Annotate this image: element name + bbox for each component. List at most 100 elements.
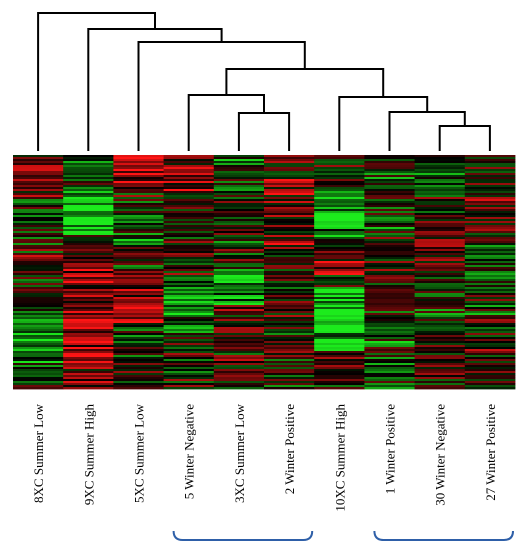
heatmap-cell (414, 195, 466, 198)
heatmap-cell (213, 277, 265, 280)
heatmap-cell (13, 271, 64, 274)
heatmap-cell (464, 361, 516, 364)
heatmap-cell (264, 247, 315, 250)
heatmap-cell (113, 349, 164, 352)
heatmap-cell (414, 311, 466, 314)
heatmap-cell (414, 155, 466, 158)
heatmap-cell (414, 191, 466, 194)
heatmap-cell (364, 315, 415, 318)
heatmap-cell (464, 219, 516, 222)
heatmap-cell (264, 175, 315, 178)
heatmap-cell (213, 217, 265, 220)
heatmap-cell (13, 279, 64, 282)
heatmap-cell (264, 169, 315, 172)
heatmap-cell (63, 379, 114, 382)
heatmap-cell (163, 325, 215, 328)
heatmap-cell (163, 249, 215, 252)
heatmap-cell (264, 273, 315, 276)
heatmap-cell (464, 203, 516, 206)
heatmap-cell (314, 241, 365, 244)
heatmap-cell (414, 205, 466, 208)
heatmap-cell (13, 253, 64, 256)
heatmap-cell (264, 363, 315, 366)
heatmap-cell (113, 273, 164, 276)
heatmap-cell (464, 321, 516, 324)
heatmap-cell (314, 227, 365, 230)
heatmap-cell (364, 293, 415, 296)
heatmap (13, 155, 516, 390)
heatmap-cell (13, 305, 64, 308)
heatmap-cell (264, 341, 315, 344)
heatmap-cell (213, 245, 265, 248)
heatmap-cell (264, 373, 315, 376)
heatmap-cell (414, 177, 466, 180)
heatmap-cell (13, 329, 64, 332)
heatmap-cell (163, 309, 215, 312)
heatmap-cell (63, 259, 114, 262)
heatmap-cell (163, 307, 215, 310)
heatmap-cell (364, 343, 415, 346)
heatmap-cell (314, 383, 365, 386)
heatmap-cell (314, 243, 365, 246)
heatmap-cell (213, 221, 265, 224)
heatmap-cell (163, 261, 215, 264)
heatmap-cell (63, 273, 114, 276)
heatmap-cell (464, 157, 516, 160)
heatmap-cell (314, 199, 365, 202)
heatmap-cell (13, 299, 64, 302)
heatmap-cell (113, 335, 164, 338)
heatmap-cell (364, 247, 415, 250)
heatmap-cell (63, 165, 114, 168)
heatmap-cell (213, 311, 265, 314)
heatmap-cell (113, 221, 164, 224)
heatmap-cell (364, 367, 415, 370)
heatmap-cell (63, 163, 114, 166)
heatmap-cell (213, 367, 265, 370)
heatmap-cell (63, 253, 114, 256)
heatmap-cell (464, 253, 516, 256)
heatmap-cell (314, 219, 365, 222)
heatmap-cell (63, 269, 114, 272)
heatmap-cell (113, 385, 164, 388)
heatmap-cell (264, 261, 315, 264)
heatmap-cell (464, 337, 516, 340)
heatmap-cell (113, 363, 164, 366)
heatmap-cell (63, 291, 114, 294)
heatmap-cell (13, 347, 64, 350)
heatmap-cell (213, 281, 265, 284)
heatmap-cell (163, 383, 215, 386)
heatmap-cell (464, 177, 516, 180)
heatmap-cell (13, 241, 64, 244)
heatmap-cell (63, 239, 114, 242)
heatmap-cell (63, 307, 114, 310)
dendrogram-branch (137, 41, 306, 151)
heatmap-cell (163, 287, 215, 290)
heatmap-cell (63, 381, 114, 384)
heatmap-cell (213, 361, 265, 364)
heatmap-cell (364, 171, 415, 174)
heatmap-cell (13, 367, 64, 370)
heatmap-cell (13, 215, 64, 218)
heatmap-cell (13, 205, 64, 208)
heatmap-cell (464, 169, 516, 172)
heatmap-cell (264, 221, 315, 224)
heatmap-cell (414, 247, 466, 250)
heatmap-cell (13, 357, 64, 360)
heatmap-cell (113, 193, 164, 196)
heatmap-cell (364, 279, 415, 282)
heatmap-cell (13, 201, 64, 204)
heatmap-cell (314, 349, 365, 352)
heatmap-cell (464, 249, 516, 252)
heatmap-cell (13, 291, 64, 294)
heatmap-cell (314, 235, 365, 238)
heatmap-cell (163, 155, 215, 158)
heatmap-cell (264, 227, 315, 230)
heatmap-cell (414, 297, 466, 300)
heatmap-cell (264, 335, 315, 338)
heatmap-cell (464, 215, 516, 218)
heatmap-cell (63, 255, 114, 258)
heatmap-cell (414, 351, 466, 354)
heatmap-cell (163, 269, 215, 272)
heatmap-cell (414, 295, 466, 298)
heatmap-cell (163, 295, 215, 298)
